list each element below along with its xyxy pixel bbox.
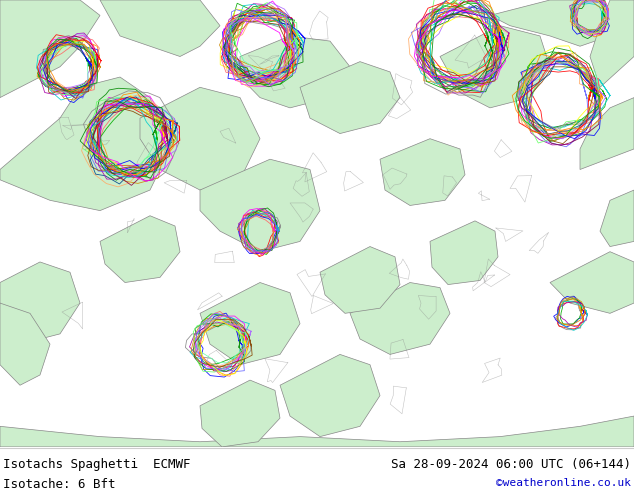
- Polygon shape: [430, 221, 498, 285]
- Polygon shape: [550, 252, 634, 313]
- Polygon shape: [200, 380, 280, 447]
- Polygon shape: [0, 0, 100, 98]
- Text: ©weatheronline.co.uk: ©weatheronline.co.uk: [496, 478, 631, 488]
- Text: Isotachs Spaghetti  ECMWF: Isotachs Spaghetti ECMWF: [3, 458, 190, 471]
- Polygon shape: [100, 216, 180, 283]
- Polygon shape: [0, 416, 634, 447]
- Polygon shape: [440, 25, 550, 108]
- Polygon shape: [240, 36, 350, 108]
- Polygon shape: [580, 98, 634, 170]
- Polygon shape: [590, 0, 634, 87]
- Text: Isotache: 6 Bft: Isotache: 6 Bft: [3, 478, 115, 490]
- Polygon shape: [100, 0, 220, 56]
- Polygon shape: [600, 190, 634, 246]
- Polygon shape: [0, 77, 170, 211]
- Polygon shape: [300, 62, 400, 134]
- Text: Sa 28-09-2024 06:00 UTC (06+144): Sa 28-09-2024 06:00 UTC (06+144): [391, 458, 631, 471]
- Polygon shape: [350, 283, 450, 354]
- Polygon shape: [380, 139, 465, 205]
- Polygon shape: [0, 303, 50, 385]
- Polygon shape: [200, 159, 320, 252]
- Polygon shape: [280, 354, 380, 437]
- Polygon shape: [320, 246, 400, 313]
- Polygon shape: [490, 0, 620, 46]
- Polygon shape: [200, 283, 300, 365]
- Polygon shape: [140, 87, 260, 190]
- Polygon shape: [0, 262, 80, 344]
